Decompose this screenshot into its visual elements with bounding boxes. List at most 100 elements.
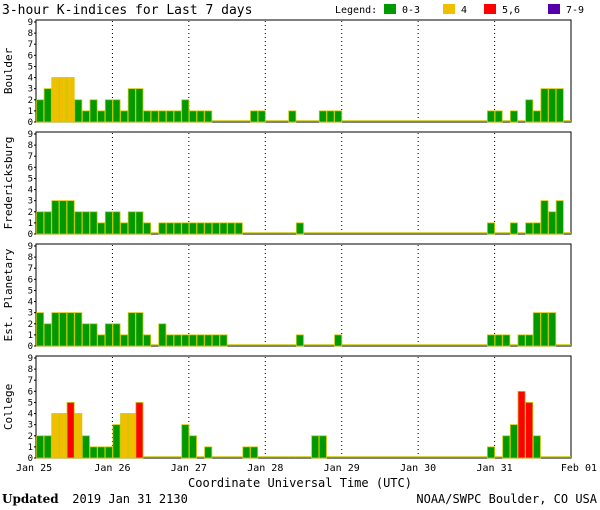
y-tick-label: 2 [28, 96, 33, 106]
k-bar [97, 334, 106, 347]
y-tick-label: 9 [28, 242, 33, 252]
k-bar [150, 110, 159, 123]
k-bar [104, 211, 113, 235]
y-tick-label: 6 [28, 163, 33, 173]
k-bar [166, 110, 174, 123]
legend-item-0-3: 0-3 [402, 5, 420, 16]
k-bar [97, 222, 106, 235]
k-bar [36, 435, 45, 459]
k-bar [525, 402, 534, 459]
x-tick-label: Jan 28 [247, 463, 283, 474]
y-tick-label: 7 [28, 152, 33, 162]
footer-updated: Updated 2019 Jan 31 2130 [2, 488, 188, 507]
k-bar [97, 110, 106, 123]
x-tick-label: Jan 30 [400, 463, 436, 474]
k-bar [196, 110, 205, 123]
y-tick-label: 5 [28, 62, 33, 72]
k-bar [43, 88, 52, 123]
station-label: College [2, 384, 15, 430]
k-bar [89, 211, 98, 235]
k-bar [51, 77, 60, 123]
legend-item-5-6: 5,6 [502, 5, 520, 16]
k-bar [196, 334, 205, 347]
k-bar [112, 424, 121, 459]
k-bar [74, 99, 83, 123]
y-tick-label: 1 [28, 443, 33, 453]
k-bar [158, 323, 167, 347]
k-bar [288, 110, 297, 123]
k-bar [135, 88, 144, 123]
k-bar [104, 446, 113, 459]
y-tick-label: 0 [28, 230, 33, 240]
k-bar [532, 110, 541, 123]
k-bar [81, 110, 90, 123]
k-bar [74, 211, 83, 235]
k-bar [43, 435, 52, 459]
y-tick-label: 1 [28, 219, 33, 229]
legend-label: Legend: [335, 5, 377, 16]
y-tick-label: 2 [28, 320, 33, 330]
y-tick-label: 5 [28, 174, 33, 184]
k-bar [143, 110, 152, 123]
k-bar [188, 435, 197, 459]
k-bar [66, 402, 75, 459]
k-bar [494, 110, 503, 123]
k-bar [120, 222, 129, 235]
y-tick-label: 3 [28, 197, 33, 207]
k-bar [135, 402, 144, 459]
k-bar [250, 110, 259, 123]
k-bar [334, 110, 343, 123]
k-bar [66, 200, 75, 235]
k-bar [36, 211, 45, 235]
k-bar [120, 413, 129, 459]
y-tick-label: 2 [28, 208, 33, 218]
k-bar [143, 222, 152, 235]
k-bar [257, 110, 266, 123]
k-bar [334, 334, 343, 347]
y-tick-label: 4 [28, 74, 33, 84]
y-tick-label: 7 [28, 264, 33, 274]
k-bar [525, 99, 534, 123]
k-bar [143, 334, 152, 347]
k-bar [135, 211, 144, 235]
y-tick-label: 2 [28, 432, 33, 442]
panel-frame [35, 19, 572, 123]
x-tick-label: Jan 31 [477, 463, 513, 474]
y-tick-label: 9 [28, 354, 33, 364]
legend: Legend: 0-3 4 5,6 7-9 [335, 4, 584, 16]
k-bar [51, 413, 60, 459]
k-bar [211, 222, 220, 235]
k-bar [66, 77, 75, 123]
k-bar [127, 312, 136, 347]
k-bar [81, 435, 90, 459]
k-bar [532, 312, 541, 347]
y-tick-label: 3 [28, 421, 33, 431]
y-tick-label: 8 [28, 253, 33, 263]
y-tick-label: 5 [28, 286, 33, 296]
k-bar [517, 390, 526, 459]
x-axis-title: Coordinate Universal Time (UTC) [188, 476, 412, 490]
k-bar [89, 99, 98, 123]
k-bar [74, 312, 83, 347]
updated-label: Updated [2, 492, 59, 506]
k-bar [318, 110, 327, 123]
k-bar [104, 323, 113, 347]
k-bar [532, 435, 541, 459]
k-bar [540, 200, 549, 235]
legend-swatch-0-3 [384, 4, 396, 14]
k-bar [509, 424, 518, 459]
k-bar [127, 413, 136, 459]
updated-value: 2019 Jan 31 2130 [72, 492, 188, 506]
x-tick-label: Jan 29 [324, 463, 360, 474]
footer-source: NOAA/SWPC Boulder, CO USA [416, 492, 597, 506]
y-tick-label: 8 [28, 141, 33, 151]
k-bar [234, 222, 243, 235]
k-bar [51, 200, 60, 235]
y-tick-label: 4 [28, 410, 33, 420]
k-bar [97, 446, 106, 459]
k-bar [104, 99, 113, 123]
k-bar [89, 323, 98, 347]
legend-swatch-7-9 [548, 4, 560, 14]
y-tick-label: 7 [28, 376, 33, 386]
